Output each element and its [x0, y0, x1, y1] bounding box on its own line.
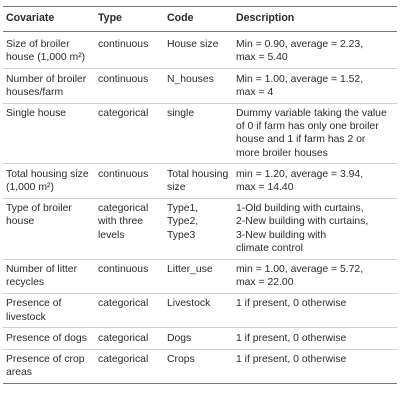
- cell-code: single: [164, 103, 233, 165]
- table-row: Number of broiler houses/farm continuous…: [3, 68, 397, 104]
- cell-description: 1 if present, 0 otherwise: [233, 349, 397, 384]
- cell-description: 1 if present, 0 otherwise: [233, 327, 397, 350]
- cell-covariate: Presence of livestock: [3, 293, 95, 329]
- table-row: Size of broiler house (1,000 m²) continu…: [3, 31, 397, 70]
- cell-covariate: Number of broiler houses/farm: [3, 68, 95, 104]
- header-covariate: Covariate: [3, 5, 95, 33]
- table-row: Presence of crop areas categorical Crops…: [3, 349, 397, 384]
- table-row: Type of broiler house categorical with t…: [3, 198, 397, 260]
- cell-type: categorical: [95, 293, 164, 329]
- cell-type: continuous: [95, 31, 164, 70]
- cell-description: Min = 1.00, average = 1.52, max = 4: [233, 68, 397, 104]
- cell-type: categorical: [95, 327, 164, 350]
- cell-code: Crops: [164, 349, 233, 384]
- cell-covariate: Number of litter recycles: [3, 259, 95, 294]
- table-header-row: Covariate Type Code Description: [3, 5, 397, 33]
- table-row: Number of litter recycles continuous Lit…: [3, 259, 397, 294]
- cell-covariate: Total housing size (1,000 m²): [3, 163, 95, 199]
- cell-description: min = 1.20, average = 3.94, max = 14.40: [233, 163, 397, 199]
- cell-description: min = 1.00, average = 5.72, max = 22.00: [233, 259, 397, 294]
- header-type: Type: [95, 5, 164, 33]
- table-row: Total housing size (1,000 m²) continuous…: [3, 163, 397, 199]
- cell-covariate: Type of broiler house: [3, 198, 95, 260]
- covariate-table-container: Covariate Type Code Description Size of …: [3, 5, 397, 384]
- cell-type: continuous: [95, 259, 164, 294]
- covariate-table: Covariate Type Code Description Size of …: [3, 5, 397, 384]
- cell-description: 1 if present, 0 otherwise: [233, 293, 397, 329]
- cell-description: Min = 0.90, average = 2.23, max = 5.40: [233, 31, 397, 70]
- header-description: Description: [233, 5, 397, 33]
- cell-type: continuous: [95, 68, 164, 104]
- cell-type: categorical: [95, 349, 164, 384]
- table-row: Single house categorical single Dummy va…: [3, 103, 397, 165]
- cell-covariate: Presence of crop areas: [3, 349, 95, 384]
- cell-code: Type1, Type2, Type3: [164, 198, 233, 260]
- header-code: Code: [164, 5, 233, 33]
- cell-code: Total housing size: [164, 163, 233, 199]
- cell-code: N_houses: [164, 68, 233, 104]
- cell-description: Dummy variable taking the value of 0 if …: [233, 103, 397, 165]
- cell-code: Litter_use: [164, 259, 233, 294]
- cell-type: continuous: [95, 163, 164, 199]
- cell-code: Livestock: [164, 293, 233, 329]
- cell-code: House size: [164, 31, 233, 70]
- cell-covariate: Presence of dogs: [3, 327, 95, 350]
- cell-covariate: Size of broiler house (1,000 m²): [3, 31, 95, 70]
- cell-type: categorical: [95, 103, 164, 165]
- cell-covariate: Single house: [3, 103, 95, 165]
- cell-description: 1-Old building with curtains, 2-New buil…: [233, 198, 397, 260]
- table-row: Presence of livestock categorical Livest…: [3, 293, 397, 329]
- cell-type: categorical with three levels: [95, 198, 164, 260]
- table-row: Presence of dogs categorical Dogs 1 if p…: [3, 327, 397, 350]
- cell-code: Dogs: [164, 327, 233, 350]
